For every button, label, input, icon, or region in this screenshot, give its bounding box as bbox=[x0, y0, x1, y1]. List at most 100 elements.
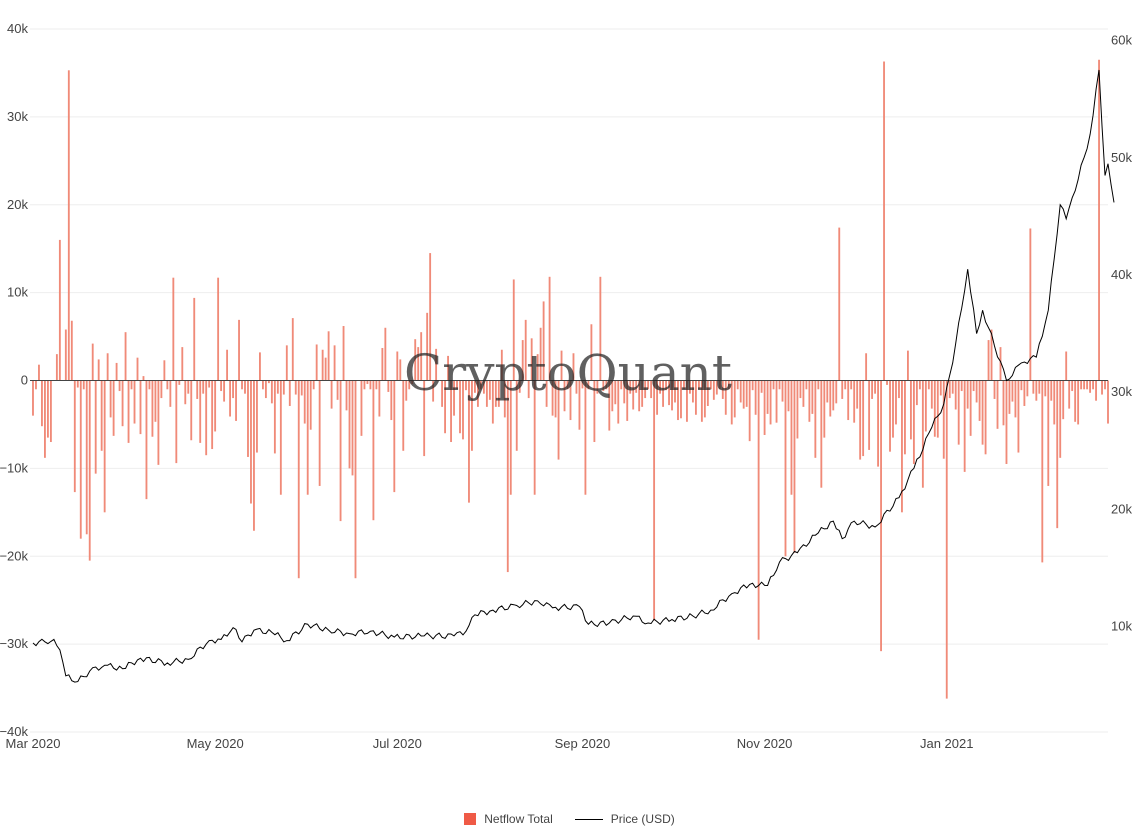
netflow-bar[interactable] bbox=[250, 380, 252, 504]
netflow-bar[interactable] bbox=[465, 380, 467, 391]
netflow-bar[interactable] bbox=[539, 327, 542, 381]
netflow-bar[interactable] bbox=[694, 380, 697, 415]
netflow-bar[interactable] bbox=[727, 380, 730, 390]
netflow-bar[interactable] bbox=[966, 380, 969, 409]
netflow-bar[interactable] bbox=[76, 380, 79, 388]
netflow-bar[interactable] bbox=[802, 380, 805, 407]
netflow-bar[interactable] bbox=[844, 380, 847, 390]
netflow-bar[interactable] bbox=[999, 347, 1002, 381]
netflow-bar[interactable] bbox=[333, 345, 336, 381]
netflow-bar[interactable] bbox=[1050, 380, 1053, 401]
netflow-bar[interactable] bbox=[303, 380, 306, 424]
netflow-bar[interactable] bbox=[1104, 380, 1106, 390]
netflow-bar[interactable] bbox=[680, 380, 682, 419]
netflow-bar[interactable] bbox=[697, 380, 700, 390]
netflow-bar[interactable] bbox=[235, 380, 237, 421]
netflow-bar[interactable] bbox=[148, 380, 151, 390]
netflow-bar[interactable] bbox=[584, 380, 587, 495]
netflow-bar[interactable] bbox=[853, 380, 856, 423]
netflow-bar[interactable] bbox=[363, 380, 366, 390]
netflow-bar[interactable] bbox=[172, 277, 175, 381]
netflow-bar[interactable] bbox=[312, 380, 315, 390]
netflow-bar[interactable] bbox=[984, 380, 987, 455]
netflow-bar[interactable] bbox=[1062, 380, 1065, 420]
netflow-bar[interactable] bbox=[784, 380, 787, 557]
netflow-bar[interactable] bbox=[527, 380, 530, 399]
netflow-bar[interactable] bbox=[671, 380, 673, 411]
netflow-bar[interactable] bbox=[208, 380, 211, 388]
netflow-bar[interactable] bbox=[130, 380, 133, 390]
netflow-bar[interactable] bbox=[253, 380, 255, 531]
netflow-bar[interactable] bbox=[402, 380, 405, 451]
netflow-bar[interactable] bbox=[330, 380, 333, 409]
netflow-bar[interactable] bbox=[220, 380, 223, 392]
netflow-bar[interactable] bbox=[417, 347, 420, 381]
netflow-bar[interactable] bbox=[441, 380, 444, 407]
netflow-bar[interactable] bbox=[396, 351, 399, 381]
netflow-bar[interactable] bbox=[199, 380, 202, 443]
netflow-bar[interactable] bbox=[739, 380, 742, 403]
legend-item-price[interactable]: Price (USD) bbox=[574, 812, 675, 826]
netflow-bar[interactable] bbox=[829, 380, 832, 417]
netflow-bar[interactable] bbox=[306, 380, 309, 495]
netflow-bar[interactable] bbox=[859, 380, 862, 460]
netflow-bar[interactable] bbox=[1101, 380, 1103, 395]
netflow-bar[interactable] bbox=[898, 380, 900, 399]
netflow-bar[interactable] bbox=[942, 380, 945, 459]
netflow-bar[interactable] bbox=[127, 380, 130, 443]
netflow-bar[interactable] bbox=[94, 380, 97, 474]
netflow-bar[interactable] bbox=[411, 380, 414, 385]
netflow-bar[interactable] bbox=[703, 380, 706, 418]
netflow-bar[interactable] bbox=[187, 380, 190, 394]
netflow-bar[interactable] bbox=[569, 380, 572, 421]
netflow-bar[interactable] bbox=[405, 380, 408, 401]
netflow-bar[interactable] bbox=[554, 380, 557, 418]
netflow-bar[interactable] bbox=[617, 380, 620, 424]
netflow-bar[interactable] bbox=[500, 349, 503, 381]
netflow-bar[interactable] bbox=[945, 380, 948, 699]
netflow-bar[interactable] bbox=[880, 380, 882, 652]
netflow-bar[interactable] bbox=[996, 380, 999, 429]
netflow-bar[interactable] bbox=[936, 380, 939, 438]
netflow-bar[interactable] bbox=[291, 318, 294, 381]
netflow-bar[interactable] bbox=[447, 355, 449, 381]
netflow-bar[interactable] bbox=[778, 380, 781, 390]
netflow-bar[interactable] bbox=[835, 380, 838, 404]
netflow-bar[interactable] bbox=[1002, 380, 1005, 426]
netflow-bar[interactable] bbox=[453, 380, 455, 416]
netflow-bar[interactable] bbox=[342, 326, 345, 381]
netflow-bar[interactable] bbox=[429, 253, 432, 381]
netflow-bar[interactable] bbox=[641, 380, 644, 407]
netflow-bar[interactable] bbox=[787, 380, 790, 412]
netflow-bar[interactable] bbox=[718, 380, 721, 390]
netflow-bar[interactable] bbox=[796, 380, 799, 439]
netflow-bar[interactable] bbox=[772, 380, 775, 390]
netflow-bar[interactable] bbox=[865, 353, 868, 381]
netflow-bar[interactable] bbox=[686, 380, 688, 422]
netflow-bar[interactable] bbox=[366, 380, 369, 385]
netflow-bar[interactable] bbox=[850, 380, 853, 390]
netflow-bar[interactable] bbox=[193, 297, 196, 381]
netflow-bar[interactable] bbox=[587, 380, 590, 390]
netflow-bar[interactable] bbox=[393, 380, 396, 493]
netflow-bar[interactable] bbox=[626, 380, 629, 421]
netflow-bar[interactable] bbox=[987, 340, 990, 381]
netflow-bar[interactable] bbox=[605, 380, 608, 390]
netflow-bar[interactable] bbox=[294, 380, 297, 395]
netflow-bar[interactable] bbox=[55, 354, 58, 381]
netflow-bar[interactable] bbox=[838, 227, 841, 381]
netflow-bar[interactable] bbox=[270, 380, 273, 404]
netflow-bar[interactable] bbox=[178, 380, 181, 385]
netflow-bar[interactable] bbox=[276, 380, 279, 394]
netflow-bar[interactable] bbox=[372, 380, 375, 521]
netflow-bar[interactable] bbox=[112, 380, 115, 436]
netflow-bar[interactable] bbox=[1092, 380, 1094, 390]
netflow-bar[interactable] bbox=[581, 380, 584, 389]
netflow-bar[interactable] bbox=[103, 380, 106, 513]
netflow-bar[interactable] bbox=[560, 350, 563, 381]
netflow-bar[interactable] bbox=[644, 380, 647, 399]
netflow-bar[interactable] bbox=[799, 380, 802, 399]
netflow-bar[interactable] bbox=[957, 380, 960, 445]
netflow-bar[interactable] bbox=[190, 380, 193, 441]
netflow-bar[interactable] bbox=[175, 380, 178, 464]
